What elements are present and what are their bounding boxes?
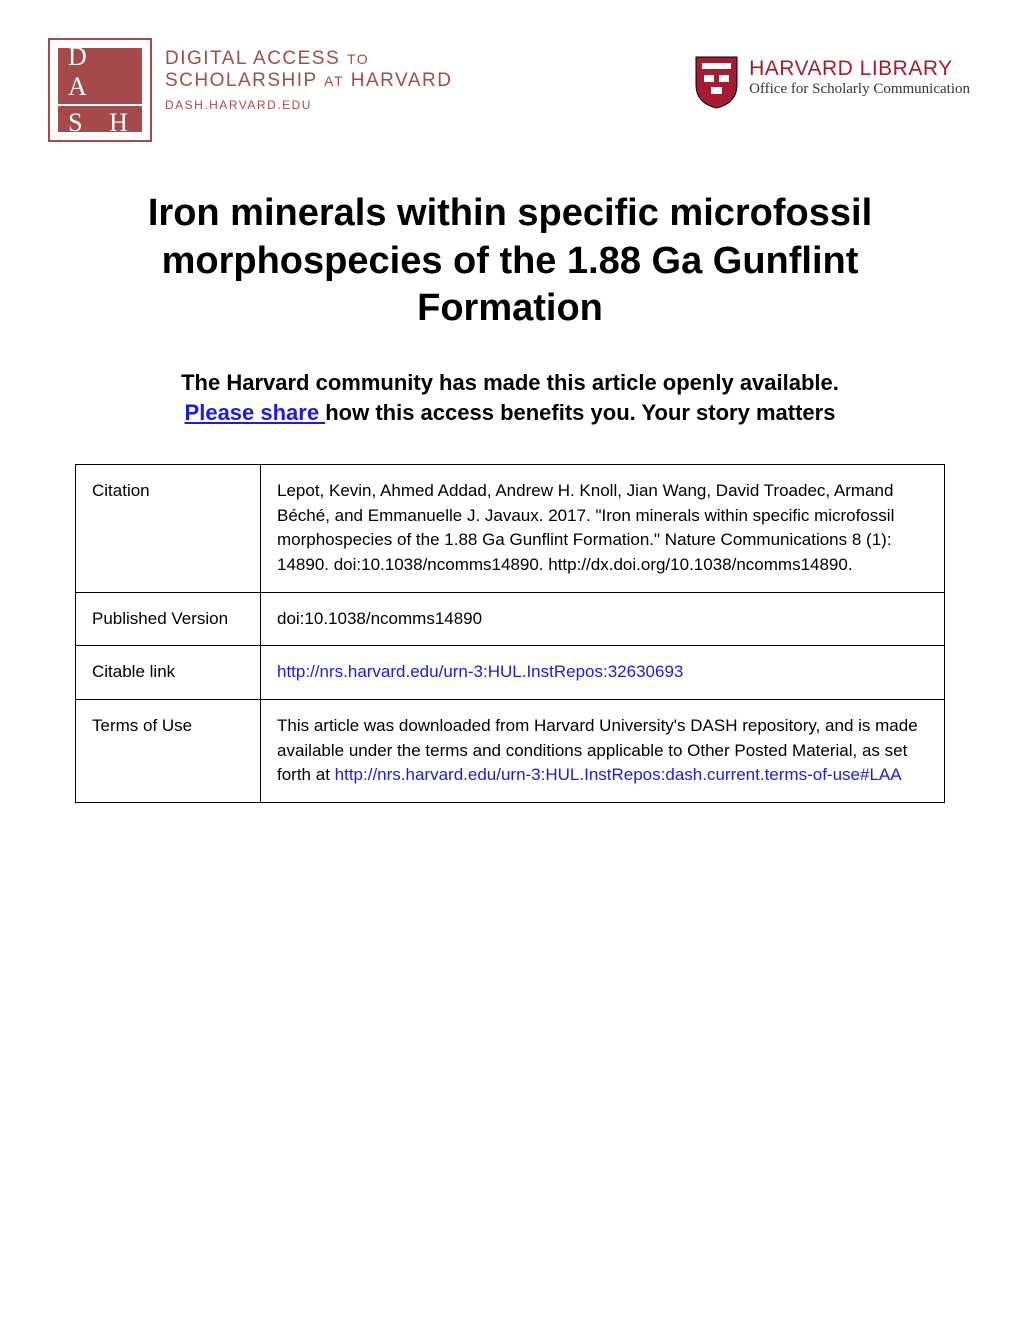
terms-link[interactable]: http://nrs.harvard.edu/urn-3:HUL.InstRep…	[335, 765, 902, 784]
table-row: Published Version doi:10.1038/ncomms1489…	[76, 592, 945, 646]
terms-value: This article was downloaded from Harvard…	[261, 699, 945, 802]
harvard-title: HARVARD LIBRARY	[749, 57, 970, 81]
published-version-label: Published Version	[76, 592, 261, 646]
dash-url: DASH.HARVARD.EDU	[165, 98, 452, 112]
dash-text-block: DIGITAL ACCESS TO SCHOLARSHIP AT HARVARD…	[165, 40, 452, 112]
dash-line1: DIGITAL ACCESS TO	[165, 48, 452, 70]
table-row: Terms of Use This article was downloaded…	[76, 699, 945, 802]
table-row: Citation Lepot, Kevin, Ahmed Addad, Andr…	[76, 465, 945, 593]
citation-label: Citation	[76, 465, 261, 593]
page-header: D A S H DIGITAL ACCESS TO SCHOLARSHIP AT…	[50, 40, 970, 140]
dash-logo-row2: S H	[58, 106, 142, 138]
share-message: The Harvard community has made this arti…	[50, 368, 970, 430]
metadata-table: Citation Lepot, Kevin, Ahmed Addad, Andr…	[75, 464, 945, 803]
harvard-text-block: HARVARD LIBRARY Office for Scholarly Com…	[749, 55, 970, 98]
table-row: Citable link http://nrs.harvard.edu/urn-…	[76, 646, 945, 700]
please-share-link[interactable]: Please share	[185, 400, 326, 425]
harvard-branding: HARVARD LIBRARY Office for Scholarly Com…	[694, 40, 970, 110]
harvard-subtitle: Office for Scholarly Communication	[749, 81, 970, 98]
dash-line2: SCHOLARSHIP AT HARVARD	[165, 70, 452, 92]
article-title: Iron minerals within specific microfossi…	[50, 190, 970, 333]
dash-logo: D A S H	[50, 40, 150, 140]
citation-value: Lepot, Kevin, Ahmed Addad, Andrew H. Kno…	[261, 465, 945, 593]
harvard-shield-icon	[694, 55, 739, 110]
dash-logo-row1: D A	[58, 42, 142, 106]
citable-link-value: http://nrs.harvard.edu/urn-3:HUL.InstRep…	[261, 646, 945, 700]
citable-link[interactable]: http://nrs.harvard.edu/urn-3:HUL.InstRep…	[277, 662, 683, 681]
terms-label: Terms of Use	[76, 699, 261, 802]
published-version-value: doi:10.1038/ncomms14890	[261, 592, 945, 646]
citable-link-label: Citable link	[76, 646, 261, 700]
dash-branding: D A S H DIGITAL ACCESS TO SCHOLARSHIP AT…	[50, 40, 452, 140]
